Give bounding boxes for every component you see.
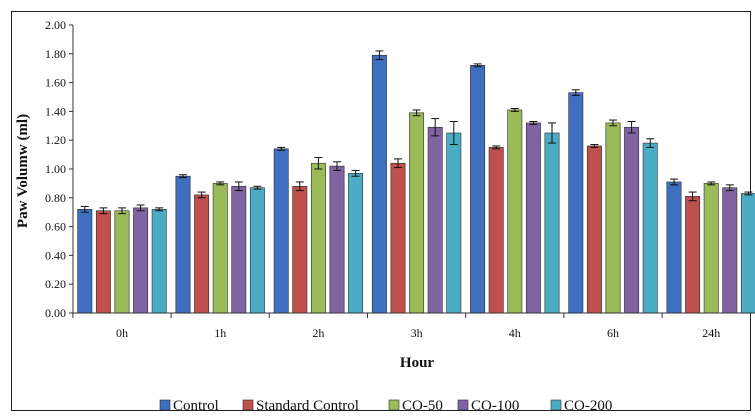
bar	[703, 183, 719, 314]
legend-label: CO-200	[564, 398, 612, 414]
y-axis-ticks: 0.00 0.20 0.40 0.60 0.80 1.00 1.20 1.40 1.60 1.80…	[45, 18, 73, 320]
legend-label: CO-100	[471, 398, 519, 414]
legend-swatch	[550, 399, 562, 411]
bar	[740, 193, 755, 314]
bar	[371, 54, 387, 314]
y-tick-label: 1.60	[45, 76, 66, 90]
bar	[685, 196, 701, 314]
bar	[722, 187, 738, 314]
y-tick-label: 1.20	[45, 133, 66, 147]
x-tick-label: 24h	[702, 326, 720, 340]
bar	[114, 210, 130, 314]
bar	[95, 210, 111, 314]
bar	[310, 162, 326, 314]
legend: Control Standard Control CO-50 CO-100 CO-200	[159, 398, 612, 414]
legend-label: Control	[173, 398, 219, 414]
bar	[488, 147, 504, 314]
y-tick-label: 0.00	[45, 306, 66, 320]
bar	[544, 132, 560, 314]
legend-swatch	[242, 399, 254, 411]
x-tick-label: 0h	[116, 326, 128, 340]
bar	[348, 173, 364, 314]
x-tick-label: 3h	[411, 326, 423, 340]
bar	[446, 132, 462, 314]
bars	[77, 50, 755, 314]
bar	[231, 185, 247, 314]
legend-swatch	[388, 399, 400, 411]
x-tick-label: 4h	[509, 326, 521, 340]
bar	[568, 92, 584, 314]
y-tick-label: 0.40	[45, 248, 66, 262]
bar	[329, 165, 345, 314]
y-tick-label: 1.40	[45, 104, 66, 118]
x-tick-label: 6h	[607, 326, 619, 340]
x-tick-label: 1h	[214, 326, 226, 340]
bar	[77, 209, 93, 314]
bar	[175, 175, 191, 314]
y-tick-label: 0.20	[45, 277, 66, 291]
bar	[133, 207, 149, 314]
bar	[249, 187, 265, 314]
x-axis-ticks: 0h 1h 2h 3h 4h 6h 24h	[72, 313, 720, 340]
bar	[273, 148, 289, 314]
legend-swatch	[159, 399, 171, 411]
y-tick-label: 0.80	[45, 191, 66, 205]
bar	[292, 185, 308, 314]
bar	[525, 122, 541, 314]
bar	[427, 126, 443, 314]
bar	[666, 181, 682, 314]
bar	[409, 112, 425, 314]
bar	[151, 209, 167, 314]
x-tick-label: 2h	[312, 326, 324, 340]
bar	[470, 65, 486, 314]
bar	[194, 194, 210, 314]
bar	[605, 122, 621, 314]
y-axis-title: Paw Volumw (ml)	[15, 114, 31, 228]
y-tick-label: 2.00	[45, 18, 66, 32]
axes	[72, 25, 755, 314]
bar	[642, 142, 658, 314]
bar	[212, 183, 228, 314]
y-tick-label: 0.60	[45, 220, 66, 234]
bar	[586, 145, 602, 314]
bar	[390, 162, 406, 314]
y-tick-label: 1.80	[45, 47, 66, 61]
x-axis-title: Hour	[400, 355, 435, 371]
y-tick-label: 1.00	[45, 162, 66, 176]
bar	[507, 109, 523, 314]
legend-label: CO-50	[402, 398, 443, 414]
legend-swatch	[457, 399, 469, 411]
legend-label: Standard Control	[256, 398, 359, 414]
bar	[624, 126, 640, 314]
